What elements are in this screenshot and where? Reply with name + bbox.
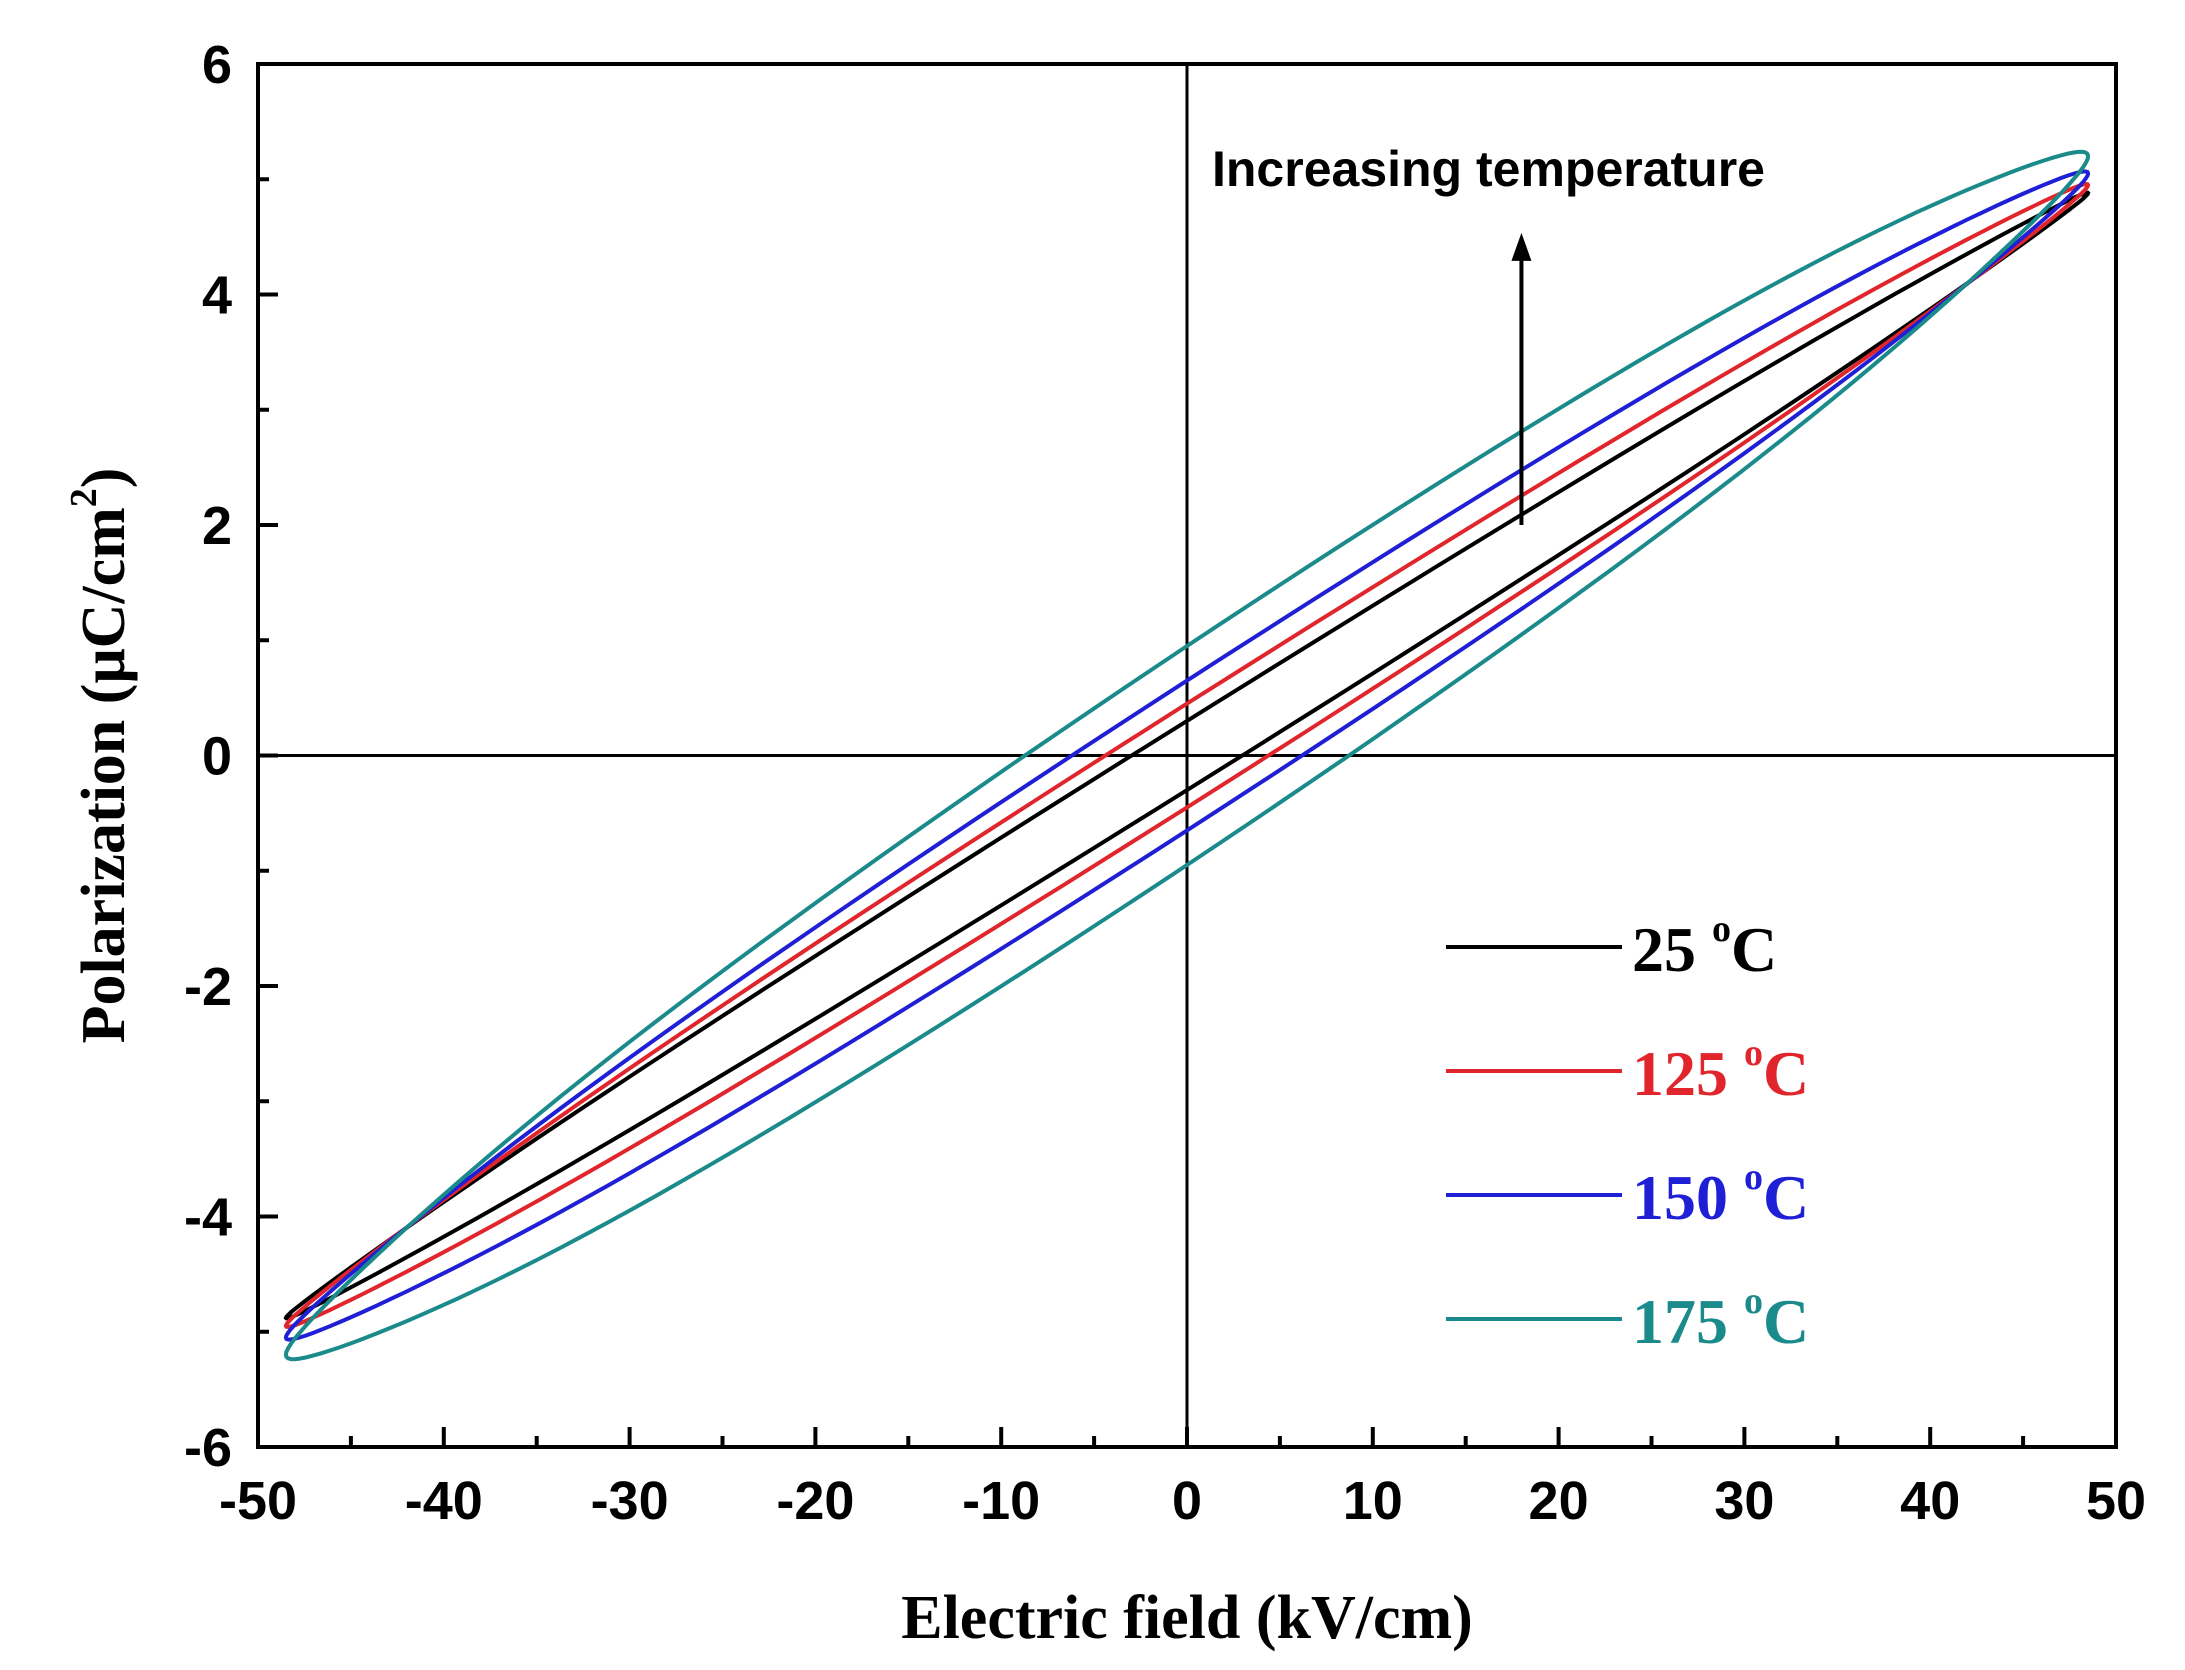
x-tick-label: -20: [776, 1471, 854, 1531]
plot-frame: [256, 62, 2118, 1449]
legend-label-number: 175: [1632, 1286, 1744, 1357]
series-125-loop: [283, 181, 2091, 1330]
y-axis-label-superscript: 2: [63, 488, 105, 507]
legend-label-125: 125 oC: [1632, 1032, 1809, 1109]
legend-label-unit: C: [1763, 1162, 1809, 1233]
legend-label-unit: C: [1731, 914, 1777, 985]
legend-label-degree: o: [1712, 908, 1731, 950]
y-tick-label: 2: [202, 496, 232, 556]
x-tick-label: 0: [1172, 1471, 1202, 1531]
y-axis-label-main: Polarization (μC/cm: [70, 507, 138, 1043]
x-tick-label: -50: [219, 1471, 297, 1531]
annotation-arrow-head: [1511, 232, 1532, 261]
y-tick-label: 6: [202, 35, 232, 95]
legend-label-unit: C: [1763, 1038, 1809, 1109]
legend-label-number: 25: [1632, 914, 1712, 985]
y-tick-label: -6: [184, 1418, 232, 1478]
legend-label-unit: C: [1763, 1286, 1809, 1357]
legend-label-175: 175 oC: [1632, 1280, 1809, 1357]
x-tick-label: 30: [1714, 1471, 1774, 1531]
x-tick-label: -40: [405, 1471, 483, 1531]
annotation: Increasing temperature: [1212, 141, 1765, 525]
y-tick-label: 4: [202, 266, 232, 326]
legend-label-150: 150 oC: [1632, 1156, 1809, 1233]
y-axis-label-close: ): [70, 468, 138, 489]
series-150-loop: [283, 169, 2091, 1342]
y-axis-label: Polarization (μC/cm2): [63, 468, 138, 1044]
x-tick-label: 20: [1529, 1471, 1589, 1531]
annotation-text: Increasing temperature: [1212, 141, 1765, 197]
series-175-loop: [283, 149, 2091, 1362]
legend-label-degree: o: [1744, 1156, 1763, 1198]
x-tick-label: 40: [1900, 1471, 1960, 1531]
legend-label-degree: o: [1744, 1280, 1763, 1322]
legend-label-25: 25 oC: [1632, 908, 1777, 985]
x-tick-label: 10: [1343, 1471, 1403, 1531]
x-tick-label: 50: [2086, 1471, 2146, 1531]
y-tick-label: -4: [184, 1188, 232, 1248]
legend-label-degree: o: [1744, 1032, 1763, 1074]
legend-label-number: 150: [1632, 1162, 1744, 1233]
x-tick-label: -10: [962, 1471, 1040, 1531]
y-tick-label: -2: [184, 957, 232, 1017]
x-tick-label: -30: [591, 1471, 669, 1531]
x-axis-label: Electric field (kV/cm): [901, 1584, 1473, 1652]
series-25-loop: [283, 190, 2091, 1321]
legend-label-number: 125: [1632, 1038, 1744, 1109]
y-tick-label: 0: [202, 727, 232, 787]
